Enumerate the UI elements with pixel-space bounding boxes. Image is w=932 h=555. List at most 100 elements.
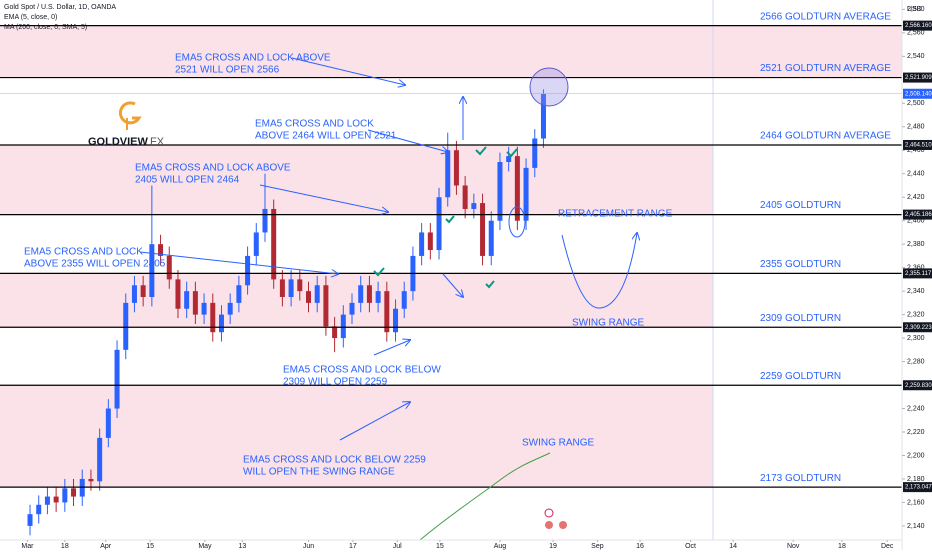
y-tick-label: 2,360 bbox=[907, 264, 925, 271]
candle-body bbox=[375, 291, 381, 303]
level-tag-label: 2,464.510 bbox=[905, 143, 932, 149]
level-tag bbox=[903, 482, 932, 493]
y-tick-label: 2,580 bbox=[907, 6, 925, 13]
x-tick-label: 15 bbox=[146, 543, 154, 550]
last-price-label: 2,508.140 bbox=[905, 91, 932, 97]
x-tick-label: Sep bbox=[591, 543, 604, 550]
candle-body bbox=[288, 279, 294, 297]
ma-line bbox=[419, 452, 551, 541]
annotation: ABOVE 2355 WILL OPEN 2405 bbox=[24, 259, 166, 270]
symbol: Gold Spot / U.S. Dollar, 1D, OANDA bbox=[4, 4, 116, 11]
candle-body bbox=[97, 437, 103, 482]
annotation: 2309 WILL OPEN 2259 bbox=[283, 377, 388, 388]
candle-body bbox=[184, 291, 190, 309]
candle-body bbox=[532, 138, 538, 168]
candle-body bbox=[271, 208, 277, 280]
level-tag bbox=[903, 72, 932, 83]
candle-body bbox=[358, 285, 364, 303]
level-tag bbox=[903, 209, 932, 220]
candle-body bbox=[506, 156, 512, 162]
candle-body bbox=[88, 478, 94, 482]
arrows bbox=[139, 57, 637, 441]
annotation: 2405 WILL OPEN 2464 bbox=[135, 175, 240, 186]
candle-body bbox=[123, 302, 129, 350]
x-tick-label: 16 bbox=[636, 543, 644, 550]
candle-body bbox=[393, 308, 399, 333]
annotation: ABOVE 2464 WILL OPEN 2521 bbox=[255, 131, 397, 142]
y-tick-label: 2,420 bbox=[907, 194, 925, 201]
x-tick-label: 17 bbox=[349, 543, 357, 550]
candle-body bbox=[480, 203, 486, 256]
candle-body bbox=[245, 255, 251, 286]
candle-body bbox=[44, 496, 50, 505]
candle-body bbox=[262, 208, 268, 233]
level-tag bbox=[903, 20, 932, 31]
annotation: SWING RANGE bbox=[522, 438, 595, 449]
candle-body bbox=[27, 514, 33, 526]
candle-body bbox=[497, 162, 503, 221]
x-tick-label: Mar bbox=[21, 543, 34, 550]
x-tick-label: May bbox=[198, 543, 212, 550]
candle-body bbox=[436, 197, 442, 251]
x-tick-label: 15 bbox=[436, 543, 444, 550]
level-tag-label: 2,566.160 bbox=[905, 23, 932, 29]
annotation: EMA5 CROSS AND LOCK bbox=[24, 247, 143, 258]
y-tick-label: 2,220 bbox=[907, 429, 925, 436]
x-tick-label: 18 bbox=[61, 543, 69, 550]
candle-body bbox=[192, 291, 198, 315]
zone bbox=[0, 273, 713, 328]
indicator: EMA (5, close, 0) bbox=[4, 14, 57, 21]
candle-body bbox=[340, 314, 346, 339]
level-name: 2566 GOLDTURN AVERAGE bbox=[760, 11, 891, 22]
candle-body bbox=[53, 496, 59, 503]
candle-body bbox=[427, 232, 433, 251]
axes: 2,580 2,560 2,540 2,500 2,480 2,460 2,440 2,420… bbox=[21, 6, 932, 550]
candle-body bbox=[166, 255, 172, 280]
level-tag-label: 2,355.117 bbox=[905, 271, 932, 277]
candle-body bbox=[366, 285, 372, 303]
candle-body bbox=[131, 285, 137, 303]
y-tick-label: 2,440 bbox=[907, 171, 925, 178]
x-tick-label: Apr bbox=[100, 543, 112, 550]
levels: 2566 GOLDTURN AVERAGE 2521 GOLDTURN AVERA… bbox=[0, 11, 902, 488]
candle-body bbox=[279, 279, 285, 297]
indicator: MA (200, close, 0, SMA, 5) bbox=[4, 24, 87, 31]
currency: USD bbox=[907, 6, 922, 13]
candle-body bbox=[71, 488, 77, 497]
event-icons bbox=[544, 508, 567, 529]
candle-body bbox=[540, 93, 546, 139]
y-tick-label: 2,460 bbox=[907, 147, 925, 154]
candle-body bbox=[401, 291, 407, 309]
level-name: 2355 GOLDTURN bbox=[760, 259, 841, 270]
candle-body bbox=[332, 326, 338, 339]
candle-body bbox=[323, 285, 329, 327]
candle-body bbox=[453, 150, 459, 186]
x-tick-label: 19 bbox=[549, 543, 557, 550]
x-tick-label: 14 bbox=[729, 543, 737, 550]
candle-body bbox=[62, 488, 68, 503]
level-tag bbox=[903, 139, 932, 150]
logo: GOLDVIEW FX bbox=[88, 101, 165, 148]
y-tick-label: 2,540 bbox=[907, 53, 925, 60]
y-tick-label: 2,200 bbox=[907, 452, 925, 459]
level-tag bbox=[903, 322, 932, 333]
y-tick-label: 2,340 bbox=[907, 288, 925, 295]
candle-body bbox=[227, 302, 233, 315]
x-tick-label: Jul bbox=[393, 543, 402, 550]
candle-body bbox=[175, 279, 181, 309]
x-tick-label: 18 bbox=[838, 543, 846, 550]
level-name: 2309 GOLDTURN bbox=[760, 313, 841, 324]
candle-body bbox=[105, 408, 111, 438]
candle-body bbox=[79, 478, 85, 497]
y-tick-label: 2,320 bbox=[907, 311, 925, 318]
y-tick-label: 2,480 bbox=[907, 124, 925, 131]
annotation: EMA5 CROSS AND LOCK bbox=[255, 119, 374, 130]
y-tick-label: 2,180 bbox=[907, 476, 925, 483]
x-tick-label: Nov bbox=[787, 543, 800, 550]
candle-body bbox=[158, 244, 164, 256]
level-name: 2521 GOLDTURN AVERAGE bbox=[760, 63, 891, 74]
annotation: EMA5 CROSS AND LOCK ABOVE bbox=[175, 53, 331, 64]
candle-body bbox=[384, 291, 390, 333]
highlight-circle bbox=[529, 67, 569, 107]
zone bbox=[0, 144, 713, 215]
